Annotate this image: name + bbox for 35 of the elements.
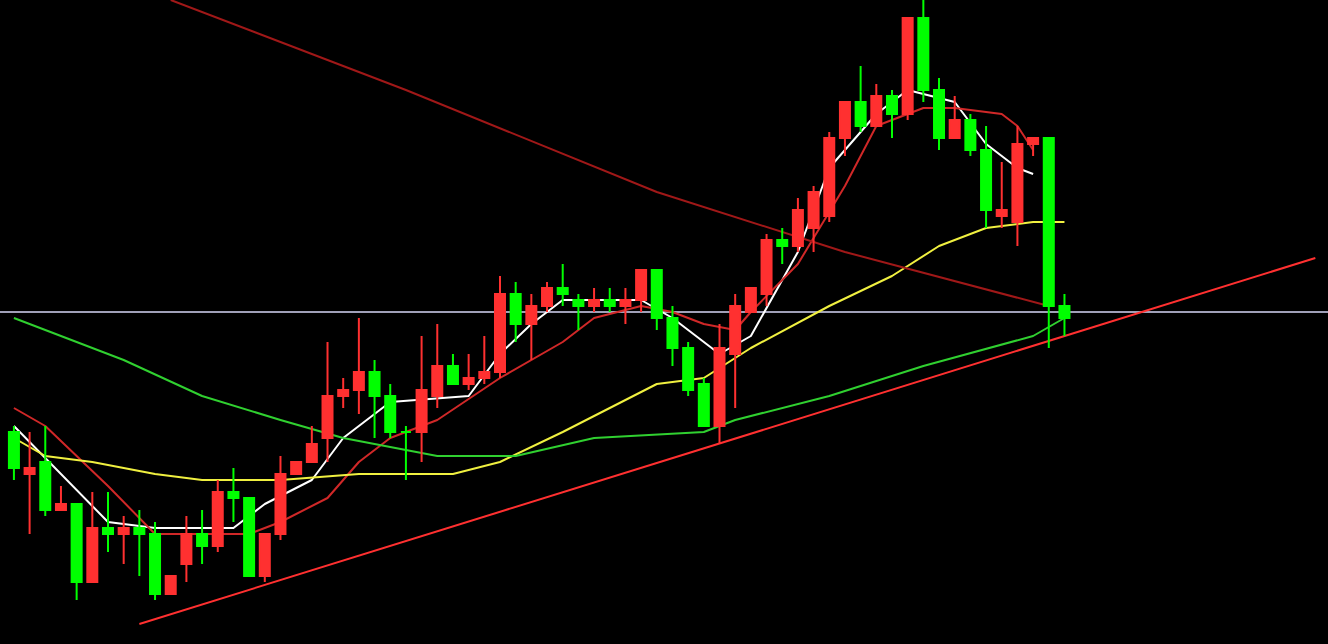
candlestick bbox=[7, 425, 20, 481]
candlestick bbox=[588, 287, 601, 313]
candlestick bbox=[102, 491, 114, 553]
candlestick bbox=[352, 317, 365, 415]
candlestick bbox=[744, 287, 757, 313]
candlestick bbox=[776, 227, 789, 265]
candlestick bbox=[870, 83, 883, 127]
candlestick bbox=[619, 287, 632, 325]
candlestick bbox=[948, 95, 961, 139]
candlestick bbox=[39, 425, 52, 517]
candlestick bbox=[305, 425, 318, 463]
candlestick bbox=[133, 509, 146, 577]
candlestick bbox=[227, 467, 240, 523]
candlestick bbox=[399, 425, 412, 481]
candlestick bbox=[635, 269, 648, 313]
candlestick bbox=[964, 113, 977, 157]
candlestick bbox=[854, 65, 867, 133]
candlestick bbox=[682, 341, 695, 397]
candlestick bbox=[697, 377, 710, 427]
candlestick bbox=[885, 89, 898, 139]
candlestick bbox=[446, 353, 459, 385]
candlestick bbox=[23, 431, 36, 535]
candlestick bbox=[196, 509, 209, 565]
candlestick bbox=[791, 197, 804, 253]
candlestick bbox=[838, 101, 851, 157]
candlestick bbox=[180, 515, 193, 583]
candlestick bbox=[509, 281, 522, 343]
candlestick bbox=[525, 293, 538, 361]
candlestick bbox=[541, 281, 554, 313]
candlestick bbox=[933, 77, 946, 151]
candlestick bbox=[117, 515, 130, 565]
candlestick bbox=[54, 485, 67, 511]
candlestick bbox=[556, 263, 569, 307]
candlestick bbox=[603, 287, 616, 313]
candlestick bbox=[572, 293, 585, 331]
